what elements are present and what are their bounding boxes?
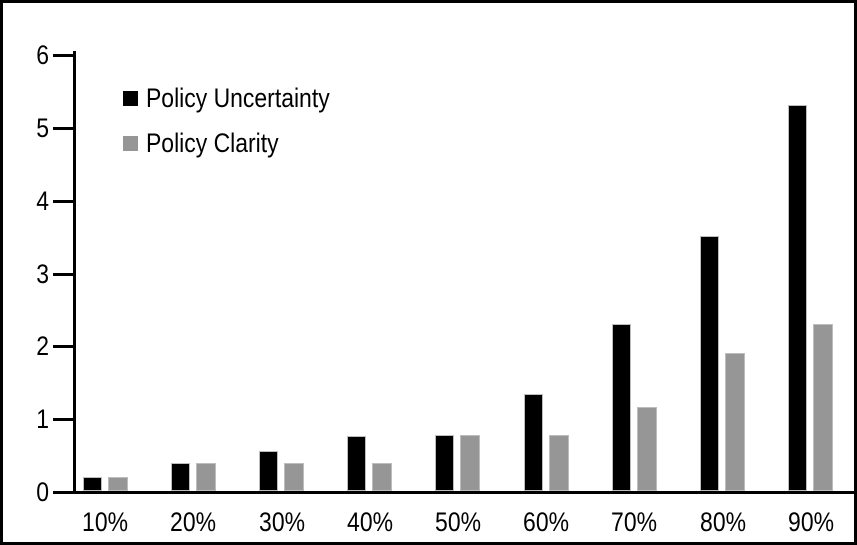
x-axis-line	[73, 491, 854, 494]
x-axis-label-60%: 60%	[523, 507, 570, 537]
x-axis-label-70%: 70%	[611, 507, 658, 537]
x-axis-label-40%: 40%	[346, 507, 393, 537]
bar-policy-clarity-80%	[725, 353, 746, 491]
bar-group-30%	[237, 3, 325, 491]
bar-policy-clarity-30%	[284, 463, 305, 491]
y-tick-1	[53, 418, 76, 421]
y-tick-6	[53, 54, 76, 57]
bar-policy-uncertainty-60%	[523, 394, 543, 491]
y-tick-3	[53, 273, 76, 276]
bar-policy-clarity-20%	[195, 463, 216, 491]
bar-group-50%	[414, 3, 502, 491]
x-axis-label-20%: 20%	[170, 507, 217, 537]
bar-group-60%	[502, 3, 590, 491]
bar-policy-uncertainty-70%	[611, 324, 631, 491]
y-tick-label-3: 3	[36, 259, 49, 289]
x-axis-label-80%: 80%	[699, 507, 746, 537]
y-tick-label-2: 2	[36, 331, 49, 361]
y-tick-label-1: 1	[36, 404, 49, 434]
legend-swatch-policy-uncertainty-icon	[123, 90, 138, 106]
legend-label-policy-clarity: Policy Clarity	[146, 128, 279, 158]
x-axis-label-90%: 90%	[787, 507, 834, 537]
legend-item-policy-uncertainty: Policy Uncertainty	[123, 83, 362, 113]
plot-area	[61, 3, 854, 491]
y-tick-5	[53, 127, 76, 130]
x-axis-label-10%: 10%	[82, 507, 129, 537]
y-tick-label-5: 5	[36, 113, 49, 143]
x-axis-labels: 10% 20% 30% 40% 50% 60% 70% 80% 90%	[61, 507, 854, 537]
bar-policy-uncertainty-20%	[170, 463, 190, 491]
bar-group-90%	[767, 3, 854, 491]
bar-group-20%	[149, 3, 237, 491]
bar-policy-uncertainty-10%	[82, 477, 102, 491]
bar-group-40%	[326, 3, 414, 491]
bar-policy-uncertainty-50%	[435, 435, 455, 491]
bar-group-80%	[679, 3, 767, 491]
bar-policy-uncertainty-40%	[347, 436, 367, 491]
bar-policy-clarity-70%	[636, 407, 657, 491]
bar-policy-uncertainty-90%	[788, 105, 808, 491]
y-tick-0	[53, 491, 76, 494]
x-axis-label-30%: 30%	[258, 507, 305, 537]
legend-label-policy-uncertainty: Policy Uncertainty	[146, 83, 330, 113]
y-tick-4	[53, 200, 76, 203]
bar-policy-uncertainty-80%	[700, 236, 720, 491]
chart-legend: Policy Uncertainty Policy Clarity	[123, 83, 362, 173]
bar-group-10%	[61, 3, 149, 491]
x-axis-label-50%: 50%	[435, 507, 481, 537]
bar-policy-clarity-10%	[107, 477, 128, 491]
y-tick-label-0: 0	[36, 477, 49, 507]
y-tick-2	[53, 345, 76, 348]
y-tick-label-4: 4	[36, 186, 49, 216]
bar-policy-clarity-50%	[460, 435, 481, 491]
bar-policy-uncertainty-30%	[259, 451, 279, 491]
bar-policy-clarity-60%	[548, 435, 569, 491]
y-tick-label-6: 6	[36, 40, 49, 70]
bar-policy-clarity-90%	[813, 324, 834, 491]
legend-item-policy-clarity: Policy Clarity	[123, 128, 362, 158]
y-axis-line	[73, 51, 76, 494]
bar-policy-clarity-40%	[372, 463, 393, 491]
legend-swatch-policy-clarity-icon	[123, 135, 138, 151]
bar-group-70%	[590, 3, 678, 491]
